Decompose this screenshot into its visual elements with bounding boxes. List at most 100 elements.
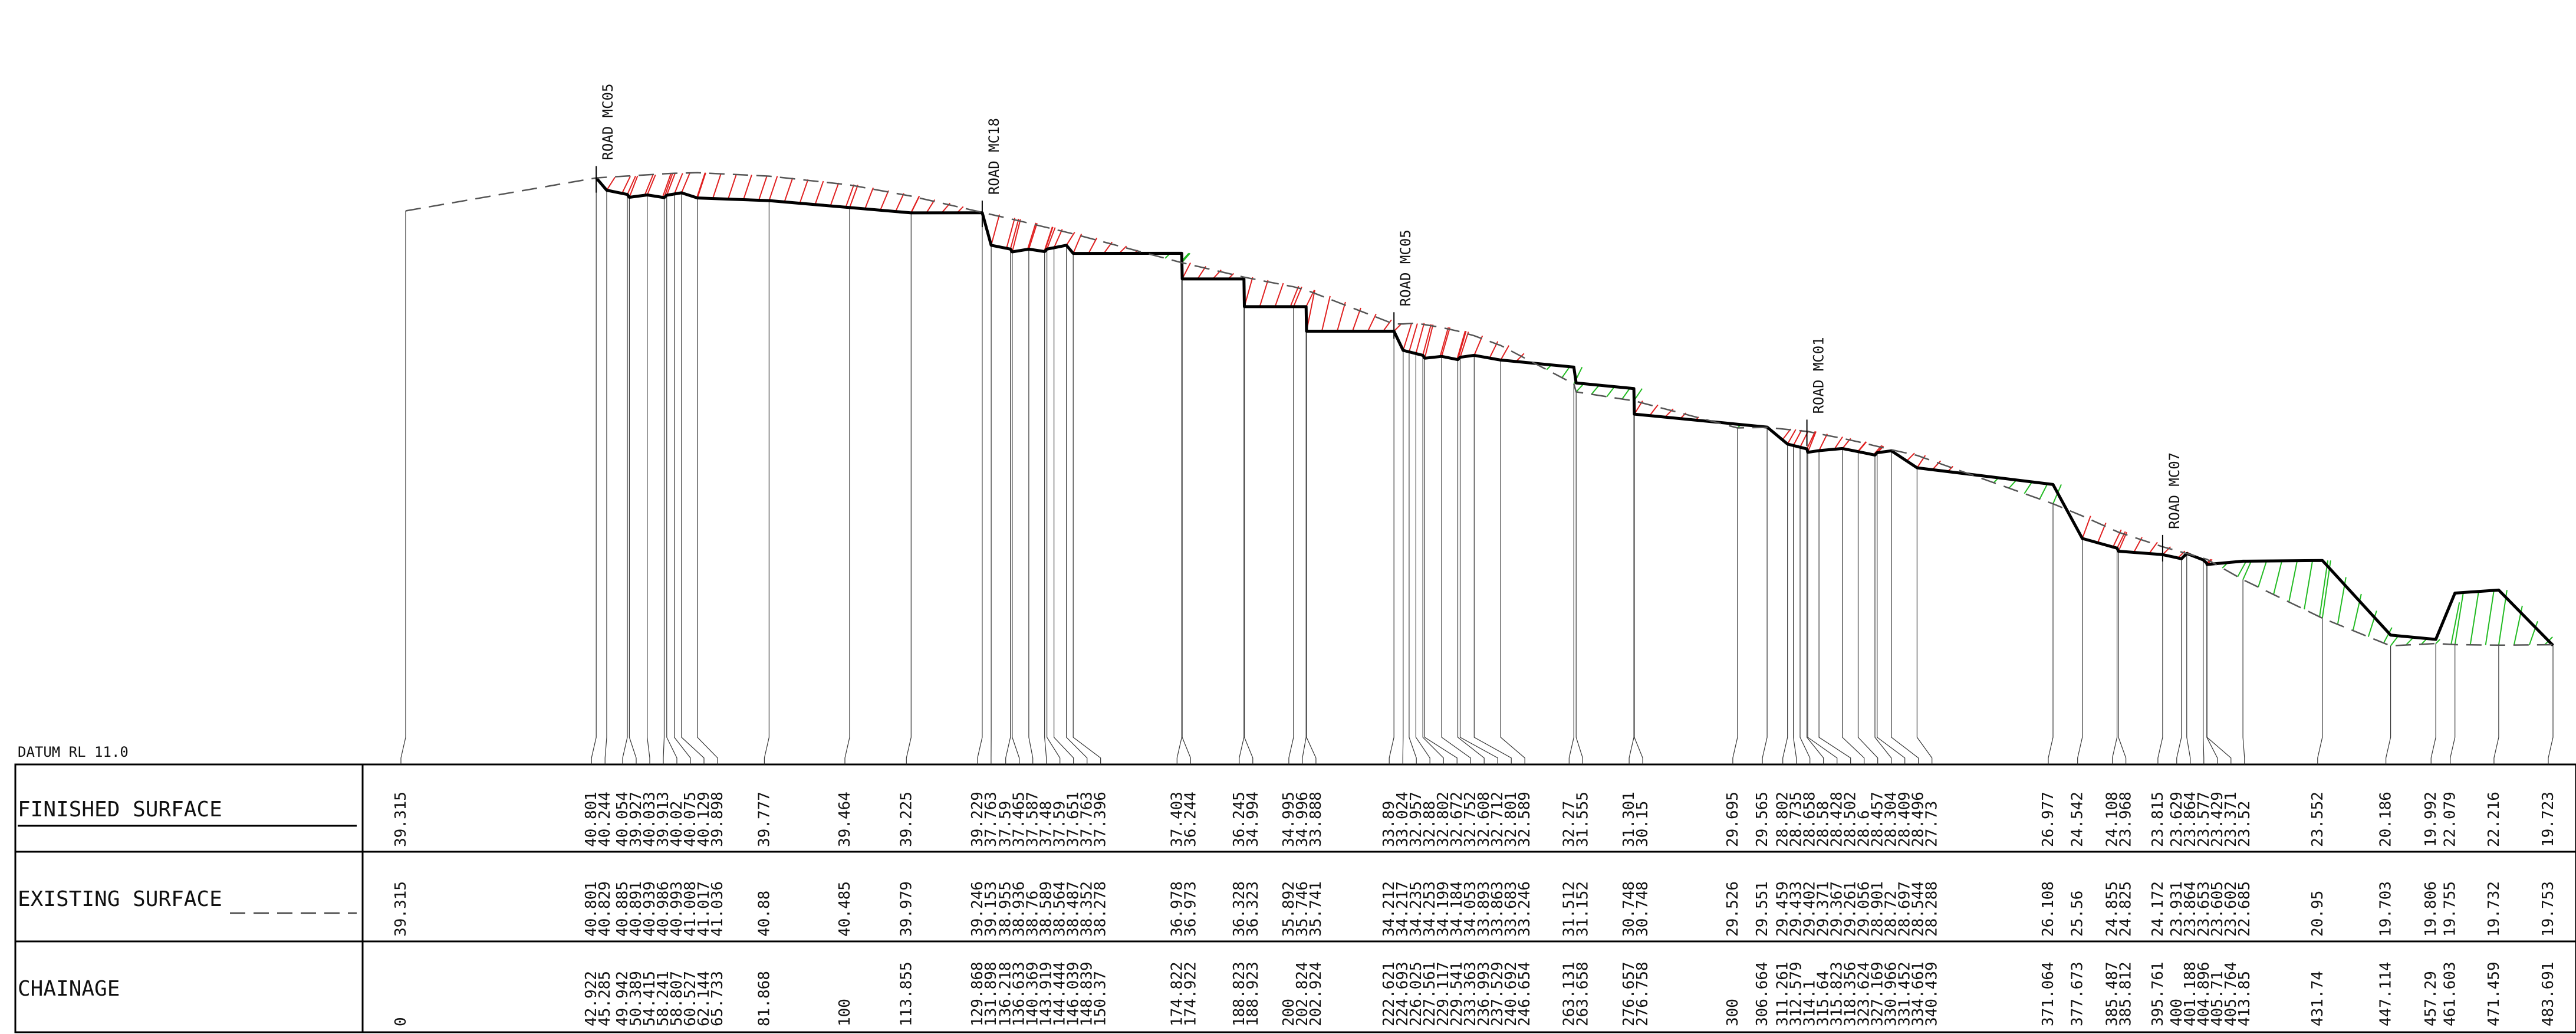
hatch-mark (1459, 331, 1469, 358)
station-leader (1634, 414, 1643, 764)
station-ch-value: 202.824 (1294, 961, 1311, 1026)
station-es-value: 19.755 (2442, 881, 2459, 937)
station-ch-value: 188.823 (1231, 961, 1248, 1026)
hatch-mark (606, 176, 616, 191)
station-leader (1818, 451, 1851, 764)
station-fs-value: 28.428 (1828, 792, 1846, 847)
hatch-mark (1457, 331, 1467, 360)
station-ch-value: 146.039 (1065, 961, 1083, 1026)
hatch-mark (1439, 327, 1449, 357)
station-es-value: 28.697 (1896, 881, 1914, 937)
station-fs-value: 36.244 (1182, 792, 1199, 847)
station-fs-value: 40.075 (682, 792, 699, 847)
station-fs-value: 37.587 (1024, 792, 1042, 847)
station-ch-value: 385.812 (2117, 961, 2135, 1026)
hatch-mark (864, 187, 874, 209)
station-ch-value: 45.285 (596, 971, 614, 1026)
station-ch-value: 174.822 (1168, 961, 1186, 1026)
station-fs-value: 28.502 (1842, 792, 1860, 847)
hatch-mark (1806, 431, 1816, 449)
station-leader (1575, 392, 1583, 764)
station-fs-value: 23.429 (2209, 792, 2226, 847)
station-leader (1389, 331, 1394, 764)
hatch-mark (1044, 227, 1054, 252)
station-leader-lines (400, 178, 2554, 764)
hatch-mark (1424, 324, 1434, 359)
station-ch-value: 224.693 (1394, 961, 1412, 1026)
station-ch-value: 222.621 (1380, 961, 1398, 1026)
station-fs-value: 37.651 (1065, 792, 1083, 847)
road-markers: ROAD MC05 ROAD MC18 ROAD MC05 ROAD MC01 ROAD… (596, 84, 2183, 562)
station-leader (2450, 644, 2456, 764)
hatch-mark (2435, 639, 2440, 644)
hatch-mark (1818, 434, 1828, 451)
station-leader (697, 198, 718, 764)
finished-surface-label: FINISHED SURFACE (18, 797, 222, 822)
hatch-mark (1351, 307, 1361, 331)
station-fs-value: 39.229 (969, 792, 986, 847)
station-leader (1422, 355, 1444, 764)
station-es-value: 36.978 (1168, 881, 1186, 937)
station-fs-value: 31.555 (1574, 792, 1591, 847)
station-leader (1916, 468, 1933, 764)
station-ch-value: 306.664 (1753, 961, 1771, 1026)
hatch-mark (1046, 227, 1056, 250)
station-ch-value: 400 (2168, 999, 2186, 1026)
station-fs-value: 37.763 (1078, 792, 1096, 847)
station-leader (2548, 645, 2554, 764)
station-es-value: 23.931 (2168, 881, 2186, 937)
station-es-value: 29.551 (1753, 881, 1771, 937)
station-es-value: 26.108 (2039, 881, 2057, 937)
station-ch-value: 144.444 (1051, 961, 1069, 1026)
station-ch-value: 113.855 (897, 961, 915, 1026)
hatch-mark (727, 173, 737, 199)
station-ch-value: 100 (836, 999, 854, 1026)
station-es-value: 35.746 (1294, 881, 1311, 937)
road-label: ROAD MC07 (2166, 452, 2183, 529)
station-ch-value: 237.529 (1489, 961, 1506, 1026)
existing-surface-label: EXISTING SURFACE (18, 887, 222, 911)
hatch-mark (1807, 431, 1817, 453)
station-es-value: 36.323 (1244, 881, 1262, 937)
station-ch-value: 330.966 (1883, 961, 1900, 1026)
hatch-mark (2319, 560, 2329, 617)
station-leader (1457, 359, 1485, 764)
station-leader (1182, 278, 1191, 764)
station-ch-value: 188.923 (1244, 961, 1262, 1026)
station-fs-value: 34.994 (1244, 792, 1262, 847)
station-leader (2430, 644, 2436, 764)
hatch-mark (814, 180, 824, 205)
finished-surface-line (595, 176, 2554, 646)
datum-label: DATUM RL 11.0 (18, 744, 129, 760)
hatch-mark (646, 175, 656, 195)
station-fs-value: 32.608 (1475, 792, 1493, 847)
station-ch-value: 331.452 (1896, 961, 1914, 1026)
station-leader (647, 195, 650, 764)
hatch-mark (2149, 541, 2158, 554)
station-ch-value: 276.657 (1620, 961, 1638, 1026)
station-ch-value: 58.241 (654, 971, 672, 1026)
station-fs-value: 29.565 (1753, 792, 1771, 847)
hatch-mark (1028, 222, 1038, 250)
station-es-value: 29.526 (1724, 881, 1742, 937)
station-es-value: 41.017 (695, 881, 713, 937)
station-es-value: 35.741 (1307, 881, 1325, 937)
station-ch-value: 318.356 (1842, 961, 1860, 1026)
hatch-mark (1782, 428, 1791, 441)
station-leader (2242, 579, 2245, 764)
station-fs-value: 40.244 (596, 792, 614, 847)
station-ch-value: 226.025 (1407, 961, 1425, 1026)
station-ch-value: 49.942 (614, 971, 631, 1026)
station-ch-value: 276.758 (1634, 961, 1651, 1026)
station-fs-value: 32.27 (1560, 801, 1578, 847)
station-leader (1891, 451, 1919, 764)
hatch-mark (2118, 531, 2127, 552)
station-es-value: 40.986 (654, 881, 672, 937)
station-leader (977, 212, 983, 764)
hatch-mark (1393, 323, 1402, 332)
station-ch-value: 229.117 (1435, 961, 1452, 1026)
station-es-value: 41.036 (709, 881, 726, 937)
station-fs-value: 23.552 (2309, 792, 2327, 847)
station-fs-value: 23.629 (2168, 792, 2186, 847)
